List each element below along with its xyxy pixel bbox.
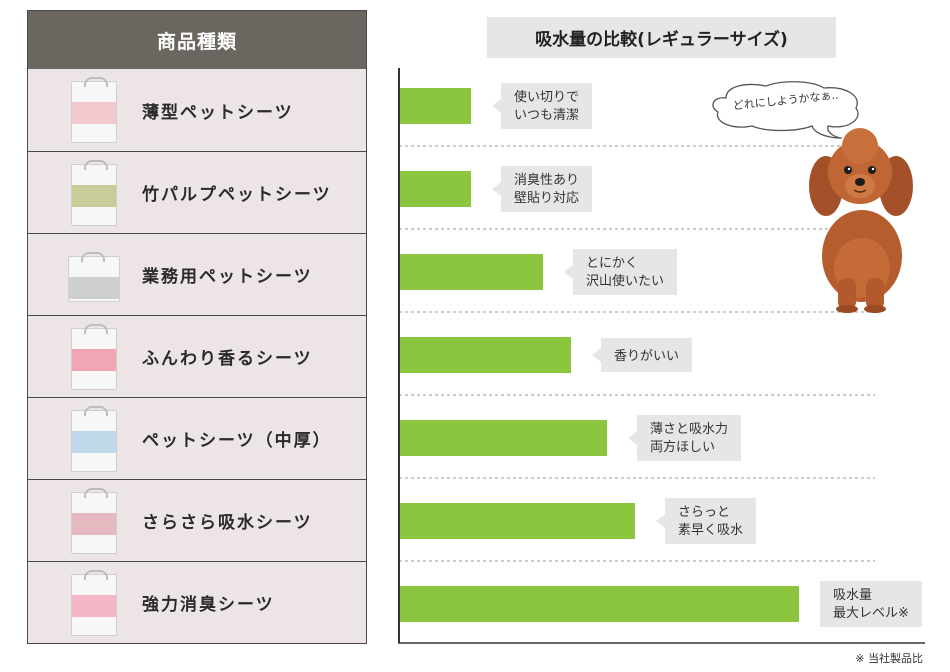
product-row: さらさら吸水シーツ <box>28 479 366 561</box>
product-name: 強力消臭シーツ <box>142 595 275 615</box>
callout-label: 両方ほしい <box>650 439 715 455</box>
bar <box>399 337 571 373</box>
product-rows: 薄型ペットシーツ竹パルプペットシーツ 業務用ペットシーツ ふんわり香るシーツ ペットシ… <box>28 69 366 643</box>
product-name: ふんわり香るシーツ <box>142 349 313 369</box>
callout-box <box>820 581 922 627</box>
callout-pointer <box>592 348 601 362</box>
product-name: 業務用ペットシーツ <box>142 267 313 287</box>
callout-pointer <box>656 514 665 528</box>
product-row: 強力消臭シーツ <box>28 561 366 643</box>
callout-box <box>573 249 677 295</box>
callout-box <box>665 498 756 544</box>
callout-label: 壁貼り対応 <box>514 191 579 206</box>
callout-label: 素早く吸水 <box>678 523 743 538</box>
bar <box>399 88 471 124</box>
product-name: さらさら吸水シーツ <box>142 513 313 533</box>
callout-box <box>601 338 692 372</box>
callout-pointer <box>492 99 501 113</box>
callout-pointer <box>628 431 637 445</box>
callout-label: 薄さと吸水力 <box>650 422 728 437</box>
product-package-icon <box>68 77 118 143</box>
bar <box>399 254 543 290</box>
product-row: ペットシーツ（中厚） <box>28 397 366 479</box>
bar <box>399 503 635 539</box>
callout-label: いつも清潔 <box>514 108 579 123</box>
product-row: 薄型ペットシーツ <box>28 69 366 151</box>
thought-bubble-icon: どれにしようかなぁ.. <box>712 81 859 139</box>
product-package-icon <box>68 569 118 636</box>
product-package-icon <box>68 405 118 472</box>
callout-label: 最大レベル※ <box>833 606 909 621</box>
bar <box>399 586 799 622</box>
callout-label: 消臭性あり <box>514 173 579 188</box>
product-name: 薄型ペットシーツ <box>142 102 294 123</box>
callout-label: 使い切りで <box>514 89 579 105</box>
callout-box <box>501 166 592 212</box>
product-package-icon <box>68 242 120 308</box>
callout-box <box>637 415 741 461</box>
chart-title: 吸水量の比較(レギュラーサイズ) <box>487 17 836 58</box>
product-type-table: 商品種類 薄型ペットシーツ竹パルプペットシーツ 業務用ペットシーツ ふんわり香るシー… <box>27 10 367 644</box>
table-header: 商品種類 <box>28 11 366 69</box>
callout-box <box>501 83 592 129</box>
product-name: 竹パルプペットシーツ <box>142 185 332 205</box>
callout-label: とにかく <box>586 256 638 271</box>
product-row: ふんわり香るシーツ <box>28 315 366 397</box>
product-package-icon <box>68 159 118 226</box>
product-row: 竹パルプペットシーツ <box>28 151 366 233</box>
product-package-icon <box>68 487 118 554</box>
bar <box>399 171 471 207</box>
callout-label: さらっと <box>678 505 730 520</box>
product-name: ペットシーツ（中厚） <box>142 431 332 451</box>
bar <box>399 420 607 456</box>
callout-pointer <box>564 265 573 279</box>
callout-label: 沢山使いたい <box>586 273 664 289</box>
callout-pointer <box>492 182 501 196</box>
product-row: 業務用ペットシーツ <box>28 233 366 315</box>
callout-label: 吸水量 <box>833 588 872 603</box>
footnote: ※ 当社製品比 <box>855 652 923 665</box>
callout-label: 香りがいい <box>614 349 679 364</box>
product-package-icon <box>68 323 118 390</box>
poodle-icon <box>809 128 913 313</box>
